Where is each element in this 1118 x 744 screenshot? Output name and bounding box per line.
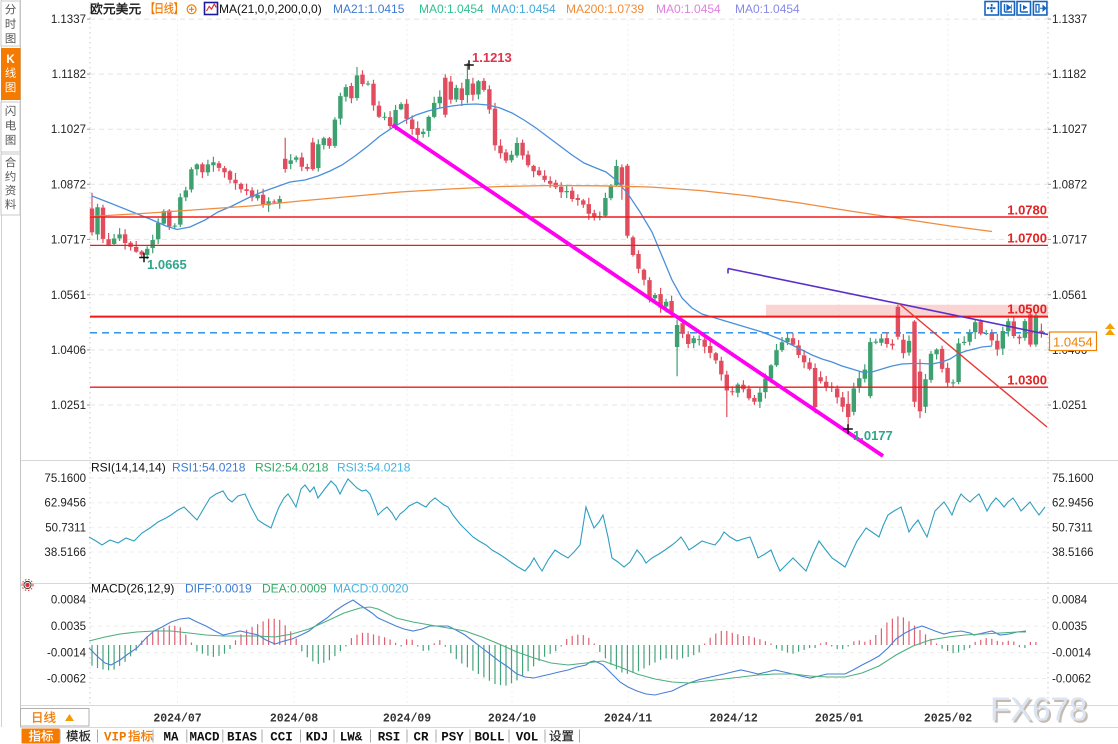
svg-text:62.9456: 62.9456: [1052, 498, 1094, 510]
svg-text:1.0872: 1.0872: [1052, 179, 1087, 191]
svg-text:PSY: PSY: [441, 731, 464, 744]
svg-text:50.7311: 50.7311: [45, 522, 86, 534]
svg-text:-0.0062: -0.0062: [1052, 674, 1091, 686]
svg-text:1.1213: 1.1213: [472, 50, 512, 65]
svg-text:75.1600: 75.1600: [1052, 473, 1094, 485]
svg-text:BIAS: BIAS: [227, 731, 258, 744]
svg-text:1.0717: 1.0717: [51, 234, 86, 246]
svg-text:FX678: FX678: [992, 693, 1089, 730]
svg-text:MACD(26,12,9): MACD(26,12,9): [91, 582, 174, 596]
svg-text:DEA:0.0009: DEA:0.0009: [262, 582, 327, 596]
svg-text:1.0251: 1.0251: [1052, 400, 1087, 412]
svg-text:2025/02: 2025/02: [924, 713, 972, 726]
svg-text:VOL: VOL: [516, 731, 539, 744]
svg-text:RSI1:54.0218: RSI1:54.0218: [172, 461, 246, 475]
svg-text:2024/09: 2024/09: [383, 713, 431, 726]
svg-text:2024/11: 2024/11: [604, 713, 652, 726]
svg-text:1.0251: 1.0251: [51, 400, 86, 412]
svg-text:MA0:1.0454: MA0:1.0454: [735, 2, 800, 16]
svg-text:MA: MA: [163, 731, 179, 744]
svg-text:MACD:0.0020: MACD:0.0020: [333, 582, 409, 596]
svg-text:1.0454: 1.0454: [1053, 335, 1093, 350]
svg-text:0.0084: 0.0084: [1052, 595, 1088, 607]
svg-text:MA0:1.0454: MA0:1.0454: [656, 2, 721, 16]
svg-text:62.9456: 62.9456: [44, 498, 86, 510]
svg-text:1.1337: 1.1337: [1052, 14, 1087, 26]
svg-text:RSI3:54.0218: RSI3:54.0218: [337, 461, 411, 475]
svg-text:-0.0014: -0.0014: [1052, 648, 1092, 660]
svg-text:1.1337: 1.1337: [51, 14, 86, 26]
svg-text:1.1182: 1.1182: [1052, 69, 1086, 81]
svg-text:0.0035: 0.0035: [1052, 621, 1087, 633]
svg-text:50.7311: 50.7311: [1052, 522, 1093, 534]
svg-text:KDJ: KDJ: [306, 731, 329, 744]
svg-text:1.0700: 1.0700: [1007, 231, 1047, 246]
svg-text:1.1027: 1.1027: [51, 124, 86, 136]
svg-text:75.1600: 75.1600: [44, 473, 86, 485]
svg-text:MACD: MACD: [189, 731, 220, 744]
svg-text:K: K: [6, 54, 15, 66]
svg-text:1.1182: 1.1182: [52, 69, 86, 81]
svg-text:RSI: RSI: [378, 731, 401, 744]
svg-text:1.0780: 1.0780: [1007, 203, 1047, 218]
svg-text:0.0035: 0.0035: [51, 621, 86, 633]
svg-text:1.0717: 1.0717: [1052, 234, 1087, 246]
svg-text:2024/10: 2024/10: [488, 713, 536, 726]
svg-text:VIP: VIP: [104, 731, 127, 744]
svg-text:CR: CR: [413, 731, 429, 744]
svg-text:RSI(14,14,14): RSI(14,14,14): [91, 461, 166, 475]
svg-text:1.0561: 1.0561: [51, 290, 86, 302]
svg-text:2024/12: 2024/12: [709, 713, 757, 726]
svg-text:1.1027: 1.1027: [1052, 124, 1087, 136]
svg-text:FX678: FX678: [990, 691, 1087, 728]
svg-text:RSI2:54.0218: RSI2:54.0218: [255, 461, 329, 475]
svg-text:2024/08: 2024/08: [270, 713, 318, 726]
svg-text:1.0665: 1.0665: [147, 257, 187, 272]
svg-text:MA200:1.0739: MA200:1.0739: [566, 2, 644, 16]
svg-text:1.0300: 1.0300: [1007, 373, 1047, 388]
svg-text:38.5166: 38.5166: [44, 547, 86, 559]
svg-text:1.0561: 1.0561: [1052, 290, 1087, 302]
svg-text:-0.0062: -0.0062: [47, 674, 86, 686]
svg-text:BOLL: BOLL: [474, 731, 504, 744]
svg-text:MA0:1.0454: MA0:1.0454: [491, 2, 556, 16]
svg-text:1.0177: 1.0177: [853, 428, 893, 443]
svg-text:2025/01: 2025/01: [815, 713, 863, 726]
svg-text:LW&: LW&: [340, 731, 363, 744]
svg-text:-0.0014: -0.0014: [47, 648, 87, 660]
svg-text:CCI: CCI: [270, 731, 293, 744]
svg-text:2024/07: 2024/07: [153, 713, 201, 726]
svg-text:MA0:1.0454: MA0:1.0454: [419, 2, 484, 16]
svg-text:38.5166: 38.5166: [1052, 547, 1094, 559]
svg-text:1.0500: 1.0500: [1007, 302, 1047, 317]
svg-text:1.0406: 1.0406: [51, 345, 86, 357]
svg-text:MA21:1.0415: MA21:1.0415: [333, 2, 405, 16]
svg-text:1.0872: 1.0872: [51, 179, 86, 191]
svg-text:0.0084: 0.0084: [51, 595, 87, 607]
svg-text:DIFF:0.0019: DIFF:0.0019: [185, 582, 252, 596]
svg-text:MA(21,0,0,200,0,0): MA(21,0,0,200,0,0): [219, 2, 322, 16]
